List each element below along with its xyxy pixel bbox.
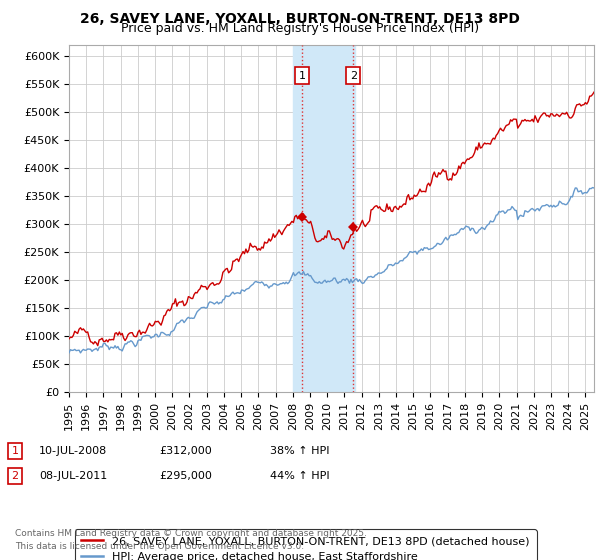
Bar	[293, 45, 355, 392]
Text: 26, SAVEY LANE, YOXALL, BURTON-ON-TRENT, DE13 8PD: 26, SAVEY LANE, YOXALL, BURTON-ON-TRENT,…	[80, 12, 520, 26]
Text: 1: 1	[298, 71, 305, 81]
Text: 44% ↑ HPI: 44% ↑ HPI	[270, 471, 329, 481]
Text: £312,000: £312,000	[159, 446, 212, 456]
Text: £295,000: £295,000	[159, 471, 212, 481]
Text: 2: 2	[11, 471, 19, 481]
Text: Contains HM Land Registry data © Crown copyright and database right 2025.
This d: Contains HM Land Registry data © Crown c…	[15, 529, 367, 550]
Text: 08-JUL-2011: 08-JUL-2011	[39, 471, 107, 481]
Text: 2: 2	[350, 71, 357, 81]
Text: 1: 1	[11, 446, 19, 456]
Legend: 26, SAVEY LANE, YOXALL, BURTON-ON-TRENT, DE13 8PD (detached house), HPI: Average: 26, SAVEY LANE, YOXALL, BURTON-ON-TRENT,…	[74, 530, 536, 560]
Text: Price paid vs. HM Land Registry's House Price Index (HPI): Price paid vs. HM Land Registry's House …	[121, 22, 479, 35]
Text: 38% ↑ HPI: 38% ↑ HPI	[270, 446, 329, 456]
Text: 10-JUL-2008: 10-JUL-2008	[39, 446, 107, 456]
